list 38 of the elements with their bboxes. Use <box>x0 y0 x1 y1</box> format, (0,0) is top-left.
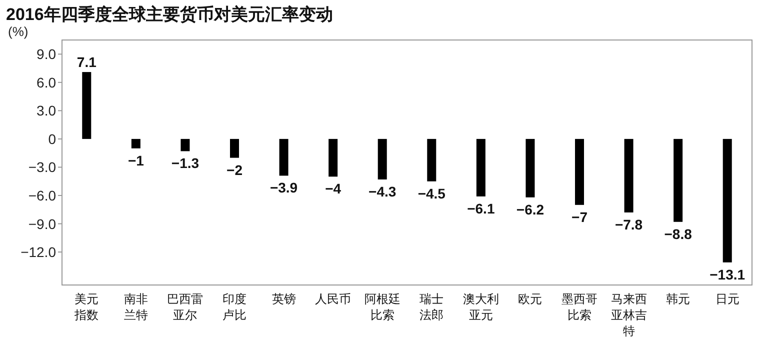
y-tick-label: 3.0 <box>36 102 56 119</box>
data-label: −4 <box>325 180 342 197</box>
data-label: −1.3 <box>171 155 200 172</box>
y-tick-label: 0 <box>48 130 56 147</box>
data-label: −6.1 <box>467 200 495 216</box>
y-axis-title: (%) <box>8 24 28 39</box>
y-tick-label: −3.0 <box>28 159 56 176</box>
x-tick-label: 澳大利亚元 <box>462 292 499 322</box>
data-label: −4.5 <box>418 185 446 202</box>
y-tick-label: −9.0 <box>28 216 56 232</box>
x-tick-label: 阿根廷比索 <box>364 292 400 322</box>
x-tick-label: 墨西哥比索 <box>562 292 598 322</box>
data-label: −6.2 <box>516 201 544 218</box>
x-tick-label: 美元指数 <box>74 292 99 322</box>
y-tick-label: 6.0 <box>36 74 56 90</box>
data-label: −7 <box>572 208 588 225</box>
x-tick-label: 英镑 <box>272 292 296 306</box>
y-tick-label: 9.0 <box>36 46 56 62</box>
data-label: −2 <box>226 162 243 178</box>
x-tick-label: 马来西亚林吉特 <box>610 292 647 338</box>
data-label: −4.3 <box>368 183 396 200</box>
data-label: 7.1 <box>76 54 97 70</box>
y-tick-label: −12.0 <box>20 244 56 260</box>
x-tick-label: 欧元 <box>518 292 542 306</box>
data-label: −3.9 <box>270 180 298 196</box>
x-tick-label: 韩元 <box>666 292 690 306</box>
x-tick-label: 巴西雷亚尔 <box>167 292 204 322</box>
x-tick-label: 印度卢比 <box>222 292 246 322</box>
x-tick-label: 南非兰特 <box>124 292 148 322</box>
data-label: −7.8 <box>614 216 643 232</box>
x-tick-label: 日元 <box>715 292 740 306</box>
x-tick-label: 人民币 <box>315 292 352 306</box>
data-label: −8.8 <box>664 226 692 242</box>
y-tick-label: −6.0 <box>28 187 56 204</box>
data-label: −1 <box>128 152 144 168</box>
x-tick-label: 瑞士法郎 <box>420 292 444 322</box>
data-label: −13.1 <box>710 266 746 282</box>
chart-title: 2016年四季度全球主要货币对美元汇率变动 <box>6 5 333 24</box>
